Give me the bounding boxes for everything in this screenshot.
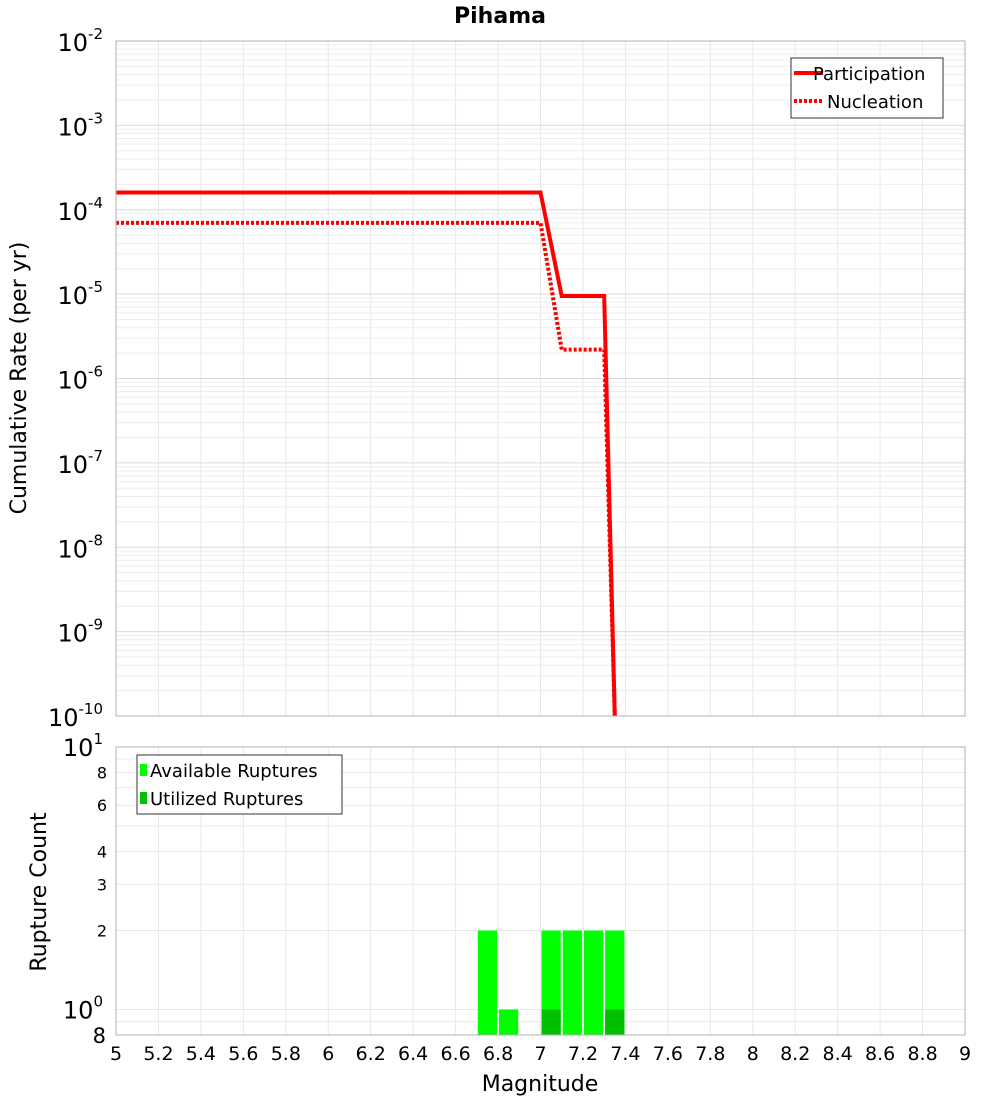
magnitude-x-tick-label: 7.6 (653, 1043, 683, 1065)
rupture-y-tick-label: 6 (97, 796, 107, 815)
rupture-y-tick-label: 100 (63, 993, 103, 1025)
rate-plot-series (116, 190, 617, 717)
bar-available-ruptures (477, 930, 498, 1035)
magnitude-x-tick-label: 5 (110, 1043, 122, 1065)
rate-y-tick-label: 10-10 (48, 700, 103, 732)
rate-y-axis-label: Cumulative Rate (per yr) (7, 242, 32, 515)
rate-y-tick-label: 10-3 (57, 109, 103, 141)
rupture-y-tick-label: 4 (97, 842, 107, 861)
magnitude-x-tick-label: 9 (959, 1043, 971, 1065)
legend-swatch-available (140, 764, 147, 776)
rate-plot-gridlines (115, 41, 966, 717)
bar-available-ruptures (541, 930, 561, 1035)
bar-utilized-ruptures (541, 1009, 561, 1035)
magnitude-x-tick-label: 6.8 (483, 1043, 513, 1065)
legend-swatch-utilized (140, 792, 147, 804)
magnitude-x-tick-label: 5.2 (143, 1043, 173, 1065)
magnitude-x-tick-label: 7.2 (568, 1043, 598, 1065)
magnitude-x-tick-label: 6.4 (398, 1043, 428, 1065)
rate-legend-box (790, 57, 944, 119)
rupture-bars (477, 930, 625, 1035)
legend-label-participation: Participation (813, 64, 925, 85)
rate-y-tick-label: 10-2 (57, 25, 103, 57)
magnitude-x-tick-label: 8.6 (865, 1043, 895, 1065)
rate-y-tick-label: 10-5 (57, 278, 103, 310)
magnitude-x-tick-label: 5.4 (186, 1043, 216, 1065)
rupture-y-tick-label: 2 (97, 922, 107, 941)
magnitude-x-tick-label: 8.4 (823, 1043, 853, 1065)
x-axis-label: Magnitude (482, 1072, 599, 1097)
magnitude-x-tick-label: 7.4 (610, 1043, 640, 1065)
rupture-y-tick-label: 101 (63, 730, 103, 762)
rupture-legend: Available Ruptures Utilized Ruptures (136, 754, 343, 815)
magnitude-x-tick-label: 8.2 (780, 1043, 810, 1065)
rate-legend: Participation Nucleation (790, 57, 944, 119)
rate-y-tick-label: 10-7 (57, 447, 103, 479)
bar-utilized-ruptures (605, 1009, 625, 1035)
rupture-y-axis-label: Rupture Count (27, 812, 52, 972)
rate-y-tick-label: 10-8 (57, 531, 103, 563)
magnitude-x-tick-label: 6.2 (356, 1043, 386, 1065)
bar-available-ruptures (605, 930, 625, 1035)
rate-plot-frame (115, 40, 966, 717)
magnitude-x-tick-label: 5.8 (271, 1043, 301, 1065)
rupture-y-tick-label: 3 (97, 875, 107, 894)
rate-plot-panel: 10-10 10-9 10-8 10-7 10-6 10-5 10-4 10-3 10-2 Cu… (7, 25, 966, 732)
magnitude-x-tick-labels: 5 5.2 5.4 5.6 5.8 6 6.2 6.4 6.6 6.8 7 7.2 7.4 7.6 7.8 8… (110, 1043, 971, 1065)
magnitude-x-tick-label: 8 (747, 1043, 759, 1065)
rupture-y-tick-label: 8 (97, 763, 107, 782)
magnitude-x-tick-label: 6.6 (440, 1043, 470, 1065)
magnitude-x-tick-label: 6 (322, 1043, 334, 1065)
magnitude-x-tick-label: 7.8 (695, 1043, 725, 1065)
legend-label-available: Available Ruptures (150, 761, 318, 782)
rupture-y-tick-label: 8 (93, 1024, 106, 1048)
rate-y-tick-label: 10-9 (57, 616, 103, 648)
legend-label-utilized: Utilized Ruptures (150, 789, 303, 810)
chart-title: Pihama (454, 4, 546, 29)
bar-available-ruptures (583, 930, 604, 1035)
rate-y-tick-labels: 10-10 10-9 10-8 10-7 10-6 10-5 10-4 10-3 10-2 (48, 25, 103, 732)
legend-label-nucleation: Nucleation (827, 92, 923, 113)
magnitude-x-tick-label: 7 (534, 1043, 546, 1065)
magnitude-x-tick-label: 8.8 (907, 1043, 937, 1065)
rate-y-tick-label: 10-6 (57, 363, 103, 395)
series-line-nucleation (116, 220, 617, 717)
rate-y-tick-label: 10-4 (57, 194, 103, 226)
rupture-plot-frame (115, 746, 966, 1036)
magnitude-x-tick-label: 5.6 (228, 1043, 258, 1065)
bar-available-ruptures (562, 930, 582, 1035)
bar-available-ruptures (499, 1009, 519, 1035)
rupture-legend-box (136, 754, 343, 815)
